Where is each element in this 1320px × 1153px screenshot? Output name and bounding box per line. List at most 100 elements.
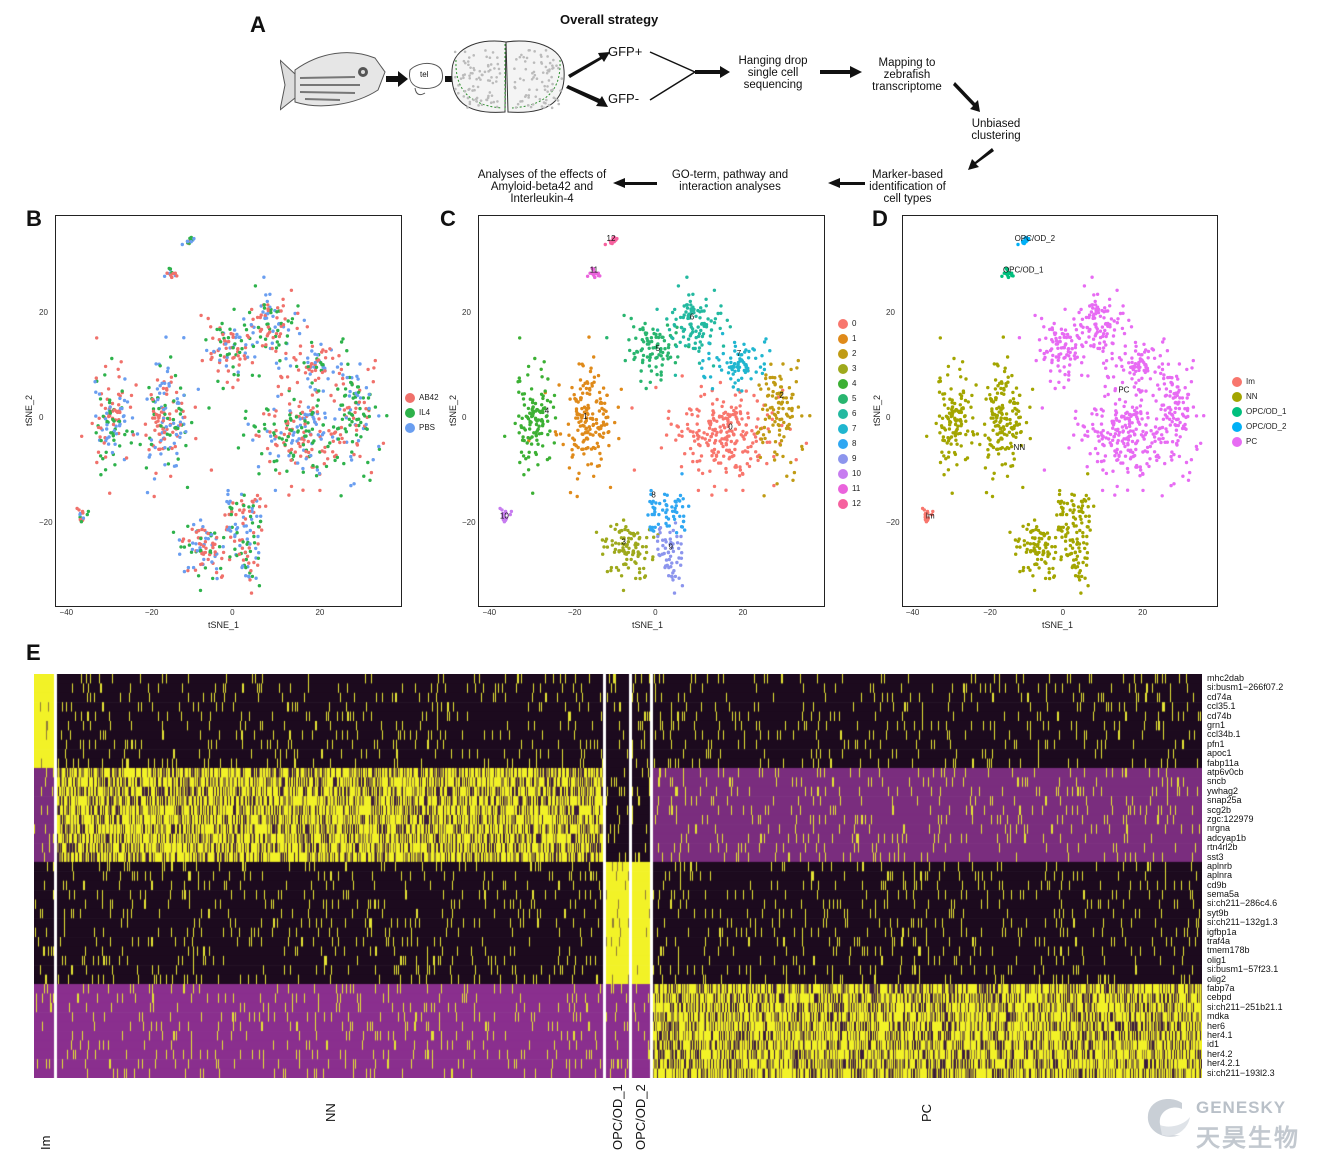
cell-point-il4: [241, 433, 246, 437]
cell-point-pc: [1053, 386, 1057, 391]
cell-point-nn: [1006, 375, 1010, 379]
cell-point-pc: [1177, 406, 1182, 411]
cell-point-pc: [1068, 363, 1072, 367]
cell-point-cluster-0: [692, 434, 696, 438]
cell-point-ab42: [310, 393, 315, 397]
cell-point-ab42: [206, 316, 210, 321]
cell-point-pc: [1161, 403, 1166, 407]
cell-point-pbs: [105, 411, 109, 415]
cell-point-pc: [1133, 340, 1138, 345]
legend-item: 8: [838, 436, 861, 451]
cell-point-cluster-11: [598, 274, 602, 278]
cell-point-cluster-12: [603, 242, 607, 247]
cell-point-cluster-0: [680, 429, 684, 434]
cell-point-cluster-2: [777, 406, 781, 410]
cell-point-il4: [168, 433, 172, 437]
cell-point-cluster-9: [667, 574, 671, 578]
cell-point-cluster-9: [675, 534, 679, 539]
cell-point-cluster-5: [661, 350, 665, 355]
cell-point-cluster-5: [641, 327, 645, 332]
cell-point-cluster-1: [577, 412, 581, 417]
cell-point-ab42: [342, 440, 346, 444]
cell-point-pbs: [245, 530, 249, 535]
cell-point-il4: [242, 493, 246, 497]
legend-label: 4: [852, 379, 857, 388]
cell-point-ab42: [310, 447, 314, 452]
cell-point-cluster-9: [672, 569, 676, 573]
cell-point-ab42: [186, 568, 190, 573]
cell-point-il4: [244, 409, 248, 413]
cell-point-ab42: [352, 452, 356, 457]
cell-point-il4: [117, 419, 122, 423]
cell-point-ab42: [289, 288, 294, 292]
gene-label: olig2: [1207, 973, 1227, 984]
cell-point-cluster-1: [619, 387, 623, 391]
cell-point-nn: [991, 477, 995, 481]
cell-point-nn: [1005, 423, 1009, 428]
cell-point-pc: [1101, 434, 1105, 439]
brain-cell-dot: [492, 100, 496, 104]
cell-point-il4: [99, 438, 103, 443]
cell-point-nn: [1084, 563, 1089, 567]
cell-point-pc: [1151, 393, 1155, 398]
cell-point-pc: [1086, 374, 1090, 378]
cell-point-cluster-1: [557, 383, 561, 387]
cell-point-cluster-0: [697, 434, 701, 439]
cell-point-pbs: [345, 375, 349, 380]
cell-point-nn: [995, 406, 999, 411]
cell-point-ab42: [153, 428, 157, 432]
cell-point-pc: [1121, 304, 1125, 308]
cell-point-nn: [1028, 405, 1032, 409]
cell-point-nn: [996, 364, 1000, 368]
cell-point-cluster-6: [701, 332, 706, 336]
cell-point-pbs: [179, 431, 183, 435]
tsne-plot-d: OPC/OD_2 OPC/OD_1 PC NN Im: [902, 215, 1218, 607]
cell-point-ab42: [231, 385, 235, 390]
cell-point-il4: [343, 427, 347, 431]
gene-label: zgc:122979: [1207, 813, 1254, 824]
cell-point-pc: [1189, 458, 1194, 462]
brain-cell-dot: [496, 62, 500, 66]
cell-point-pc: [1125, 436, 1129, 440]
cell-point-cluster-8: [652, 529, 656, 533]
cell-point-ab42: [328, 347, 332, 351]
cell-point-cluster-8: [661, 508, 665, 512]
cell-point-ab42: [287, 432, 292, 436]
cell-point-nn: [941, 435, 946, 439]
cell-point-il4: [258, 335, 263, 339]
cell-point-cluster-0: [747, 464, 752, 469]
cell-point-nn: [1041, 550, 1045, 554]
cell-point-cluster-3: [622, 542, 626, 547]
cell-point-cluster-5: [676, 355, 680, 359]
cell-point-pc: [1138, 465, 1142, 469]
cell-point-il4: [361, 396, 365, 400]
cell-point-nn: [993, 378, 998, 382]
y-tick-label: 20: [886, 308, 895, 318]
cell-point-pc: [1017, 336, 1022, 340]
cell-point-il4: [218, 353, 223, 358]
cell-point-cluster-8: [674, 531, 679, 535]
cell-point-cluster-0: [691, 430, 695, 434]
cell-point-cluster-2: [787, 386, 792, 390]
cell-point-pbs: [268, 451, 272, 456]
cell-point-pc: [1103, 306, 1107, 310]
cell-point-cluster-4: [548, 429, 552, 433]
brain-cell-dot: [545, 98, 548, 102]
cell-point-cluster-2: [779, 377, 783, 381]
brain-cell-dot: [533, 50, 536, 53]
cell-point-nn: [1028, 542, 1033, 546]
cell-point-nn: [993, 424, 998, 428]
cell-point-pc: [1138, 422, 1142, 426]
cell-point-il4: [112, 419, 116, 423]
cell-point-nn: [1039, 557, 1044, 562]
cell-point-il4: [278, 359, 282, 363]
cell-point-nn: [942, 426, 946, 430]
cell-point-pc: [1202, 414, 1206, 418]
cell-point-cluster-0: [669, 422, 673, 426]
cell-point-pbs: [164, 425, 168, 429]
cell-point-nn: [1022, 543, 1027, 547]
cell-point-nn: [1060, 512, 1065, 517]
cell-point-cluster-6: [728, 325, 732, 329]
cell-point-cluster-4: [522, 403, 527, 407]
cell-point-cluster-0: [749, 444, 753, 449]
